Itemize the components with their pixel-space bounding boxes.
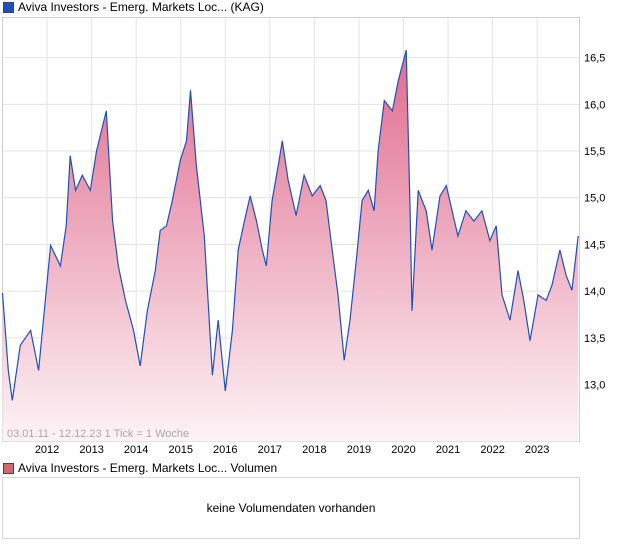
y-tick-label: 13,5 (584, 333, 605, 345)
x-tick-label: 2016 (213, 444, 237, 456)
price-area (2, 50, 579, 442)
x-tick-label: 2018 (302, 444, 326, 456)
x-tick-label: 2021 (436, 444, 460, 456)
x-tick-label: 2015 (168, 444, 192, 456)
x-tick-label: 2013 (79, 444, 103, 456)
y-tick-label: 15,0 (584, 193, 605, 205)
y-tick-label: 13,0 (584, 380, 605, 392)
x-tick-label: 2017 (258, 444, 282, 456)
x-tick-label: 2014 (124, 444, 148, 456)
price-legend: Aviva Investors - Emerg. Markets Loc... … (3, 0, 264, 14)
x-tick-label: 2012 (35, 444, 59, 456)
y-tick-label: 15,5 (584, 146, 605, 158)
price-legend-label: Aviva Investors - Emerg. Markets Loc... … (18, 0, 264, 14)
y-tick-label: 14,0 (584, 286, 605, 298)
volume-panel: keine Volumendaten vorhanden (2, 477, 580, 539)
y-tick-label: 16,5 (584, 53, 605, 65)
x-tick-label: 2022 (480, 444, 504, 456)
price-line (1, 50, 579, 401)
y-tick-label: 16,0 (584, 99, 605, 111)
price-legend-swatch (3, 1, 14, 13)
volume-legend: Aviva Investors - Emerg. Markets Loc... … (3, 461, 277, 475)
no-volume-message: keine Volumendaten vorhanden (206, 501, 376, 515)
x-tick-label: 2020 (391, 444, 415, 456)
volume-legend-label: Aviva Investors - Emerg. Markets Loc... … (18, 461, 278, 475)
x-tick-label: 2023 (525, 444, 549, 456)
x-tick-label: 2019 (347, 444, 371, 456)
date-range-text: 03.01.11 - 12.12.23 1 Tick = 1 Woche (7, 428, 190, 440)
volume-legend-swatch (3, 462, 14, 474)
y-tick-label: 14,5 (584, 239, 605, 251)
